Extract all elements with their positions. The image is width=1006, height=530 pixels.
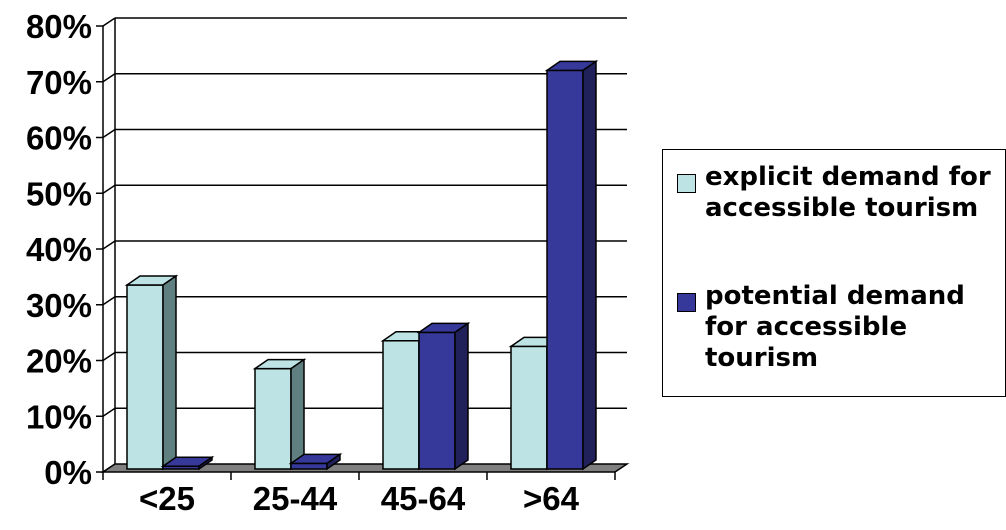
y-tick-label: 30%	[26, 287, 92, 324]
y-tick-label: 60%	[26, 120, 92, 157]
bar-front	[510, 345, 548, 470]
legend-swatch-explicit	[677, 174, 696, 193]
y-tick-label: 0%	[44, 454, 92, 491]
x-tick-label: 45-64	[381, 480, 466, 517]
bar-side	[454, 321, 469, 471]
legend-label-explicit: explicit demand for accessible tourism	[705, 162, 991, 223]
y-tick-label: 50%	[26, 175, 92, 212]
chart-legend: explicit demand for accessible tourism p…	[662, 149, 1006, 397]
x-tick-label: 25-44	[253, 480, 338, 517]
side-wall-line	[102, 17, 116, 27]
bar-front	[546, 69, 584, 470]
side-wall-line	[102, 296, 116, 306]
bar-side	[326, 452, 341, 471]
bar-front	[382, 340, 420, 470]
side-wall-line	[102, 407, 116, 417]
bar-front	[254, 367, 292, 470]
bar-side	[582, 59, 597, 471]
bar-front	[126, 284, 164, 470]
bar-front	[418, 331, 456, 470]
bars	[124, 59, 599, 471]
bar-chart: 0% 10% 20% 30% 40% 50% 60% 70% 80% <25 25-44 45-64…	[26, 8, 630, 517]
y-tick-label: 70%	[26, 64, 92, 101]
bar-side	[162, 274, 177, 471]
x-axis-ticks: <25 25-44 45-64 >64	[102, 472, 616, 517]
side-wall-line	[102, 184, 116, 194]
legend-label-potential: potential demand for accessible tourism	[705, 281, 965, 373]
gridlines	[102, 17, 627, 473]
side-wall-line	[102, 128, 116, 139]
x-tick-label: >64	[523, 480, 580, 517]
bar-front	[290, 462, 328, 470]
side-wall-line	[102, 240, 116, 250]
side-wall-line	[102, 73, 116, 83]
legend-swatch-potential	[677, 293, 696, 312]
bar-side	[290, 358, 305, 471]
y-tick-label: 10%	[26, 398, 92, 435]
side-wall-line	[102, 351, 116, 362]
y-tick-label: 20%	[26, 343, 92, 380]
y-axis-ticks: 0% 10% 20% 30% 40% 50% 60% 70% 80%	[26, 8, 103, 491]
y-tick-label: 40%	[26, 231, 92, 268]
y-tick-label: 80%	[26, 8, 92, 45]
x-tick-label: <25	[139, 480, 195, 517]
bar-side	[198, 455, 213, 471]
